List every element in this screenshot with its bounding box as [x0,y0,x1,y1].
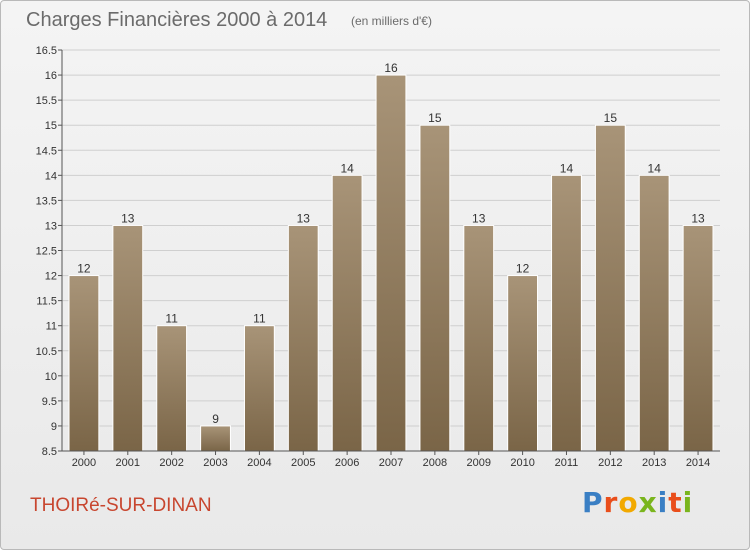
y-tick-label: 13 [45,220,57,232]
logo-letter: i [682,486,694,519]
y-tick-label: 12.5 [36,246,57,258]
y-tick-label: 15 [45,120,57,132]
bar-2004 [243,325,275,452]
bar-value-label: 12 [516,262,530,276]
x-tick-label: 2006 [335,457,359,469]
bar-2002 [156,325,188,452]
logo-letter: o [618,486,639,519]
bar-2011 [551,174,582,452]
chart-subtitle: (en milliers d'€) [351,14,432,28]
commune-name: THOIRé-SUR-DINAN [30,495,212,516]
y-tick-label: 10.5 [36,346,57,358]
x-tick-label: 2000 [72,457,96,469]
y-tick-label: 14.5 [36,145,57,157]
bar-2001 [112,224,144,452]
x-tick-label: 2008 [423,457,447,469]
x-tick-label: 2003 [203,457,227,469]
bar-2012 [594,124,626,452]
bar-value-label: 15 [428,111,442,125]
y-tick-label: 9 [51,421,57,433]
x-tick-label: 2005 [291,457,315,469]
y-tick-label: 15.5 [36,95,57,107]
x-tick-label: 2001 [116,457,140,469]
y-tick-label: 14 [45,170,57,182]
x-tick-label: 2011 [555,457,579,469]
bar-value-label: 11 [253,312,266,326]
bar-2013 [638,174,670,452]
logo-letter: x [638,486,658,519]
axes: 8.599.51010.51111.51212.51313.51414.5151… [36,45,720,469]
bar-value-label: 13 [472,211,486,225]
y-tick-label: 13.5 [36,195,57,207]
x-tick-label: 2014 [686,457,710,469]
y-tick-label: 16.5 [36,45,57,57]
bar-value-label: 13 [121,211,135,225]
y-tick-label: 11 [46,321,57,333]
logo-letter: P [582,486,604,519]
logo-letter: r [603,486,619,519]
bar-2014 [682,224,714,452]
bar-2010 [507,275,539,452]
bar-value-label: 12 [77,262,91,276]
y-tick-label: 16 [45,70,57,82]
x-tick-label: 2010 [510,457,534,469]
bar-value-label: 14 [560,161,574,175]
bar-2005 [287,224,319,452]
bar-value-label: 16 [384,61,398,75]
x-tick-label: 2009 [466,457,490,469]
x-tick-label: 2013 [642,457,666,469]
chart-title: Charges Financières 2000 à 2014 [26,9,328,31]
y-tick-label: 9.5 [42,396,57,408]
bar-2009 [463,224,495,452]
bars: 12 13 11 9 11 13 14 16 15 13 12 14 15 14 13 [68,61,714,452]
x-tick-label: 2007 [379,457,403,469]
x-tick-label: 2012 [598,457,622,469]
bar-value-label: 14 [648,161,662,175]
proxiti-logo[interactable]: Proxiti [582,486,693,519]
bar-value-label: 13 [691,211,705,225]
x-tick-label: 2002 [159,457,183,469]
bar-2007 [375,74,407,452]
y-tick-label: 12 [45,271,57,283]
bar-2000 [68,275,100,452]
logo-letter: i [657,486,669,519]
bar-2008 [419,124,451,452]
bar-value-label: 9 [212,412,219,426]
bar-2006 [331,174,363,452]
bar-2003 [200,425,231,452]
logo-letter: t [668,486,683,519]
y-tick-label: 11.5 [36,296,57,308]
bar-value-label: 14 [340,161,354,175]
bar-value-label: 15 [604,111,618,125]
bar-value-label: 11 [165,312,178,326]
y-tick-label: 10 [45,371,57,383]
y-tick-label: 8.5 [42,446,57,458]
bar-value-label: 13 [297,211,311,225]
x-tick-label: 2004 [247,457,271,469]
